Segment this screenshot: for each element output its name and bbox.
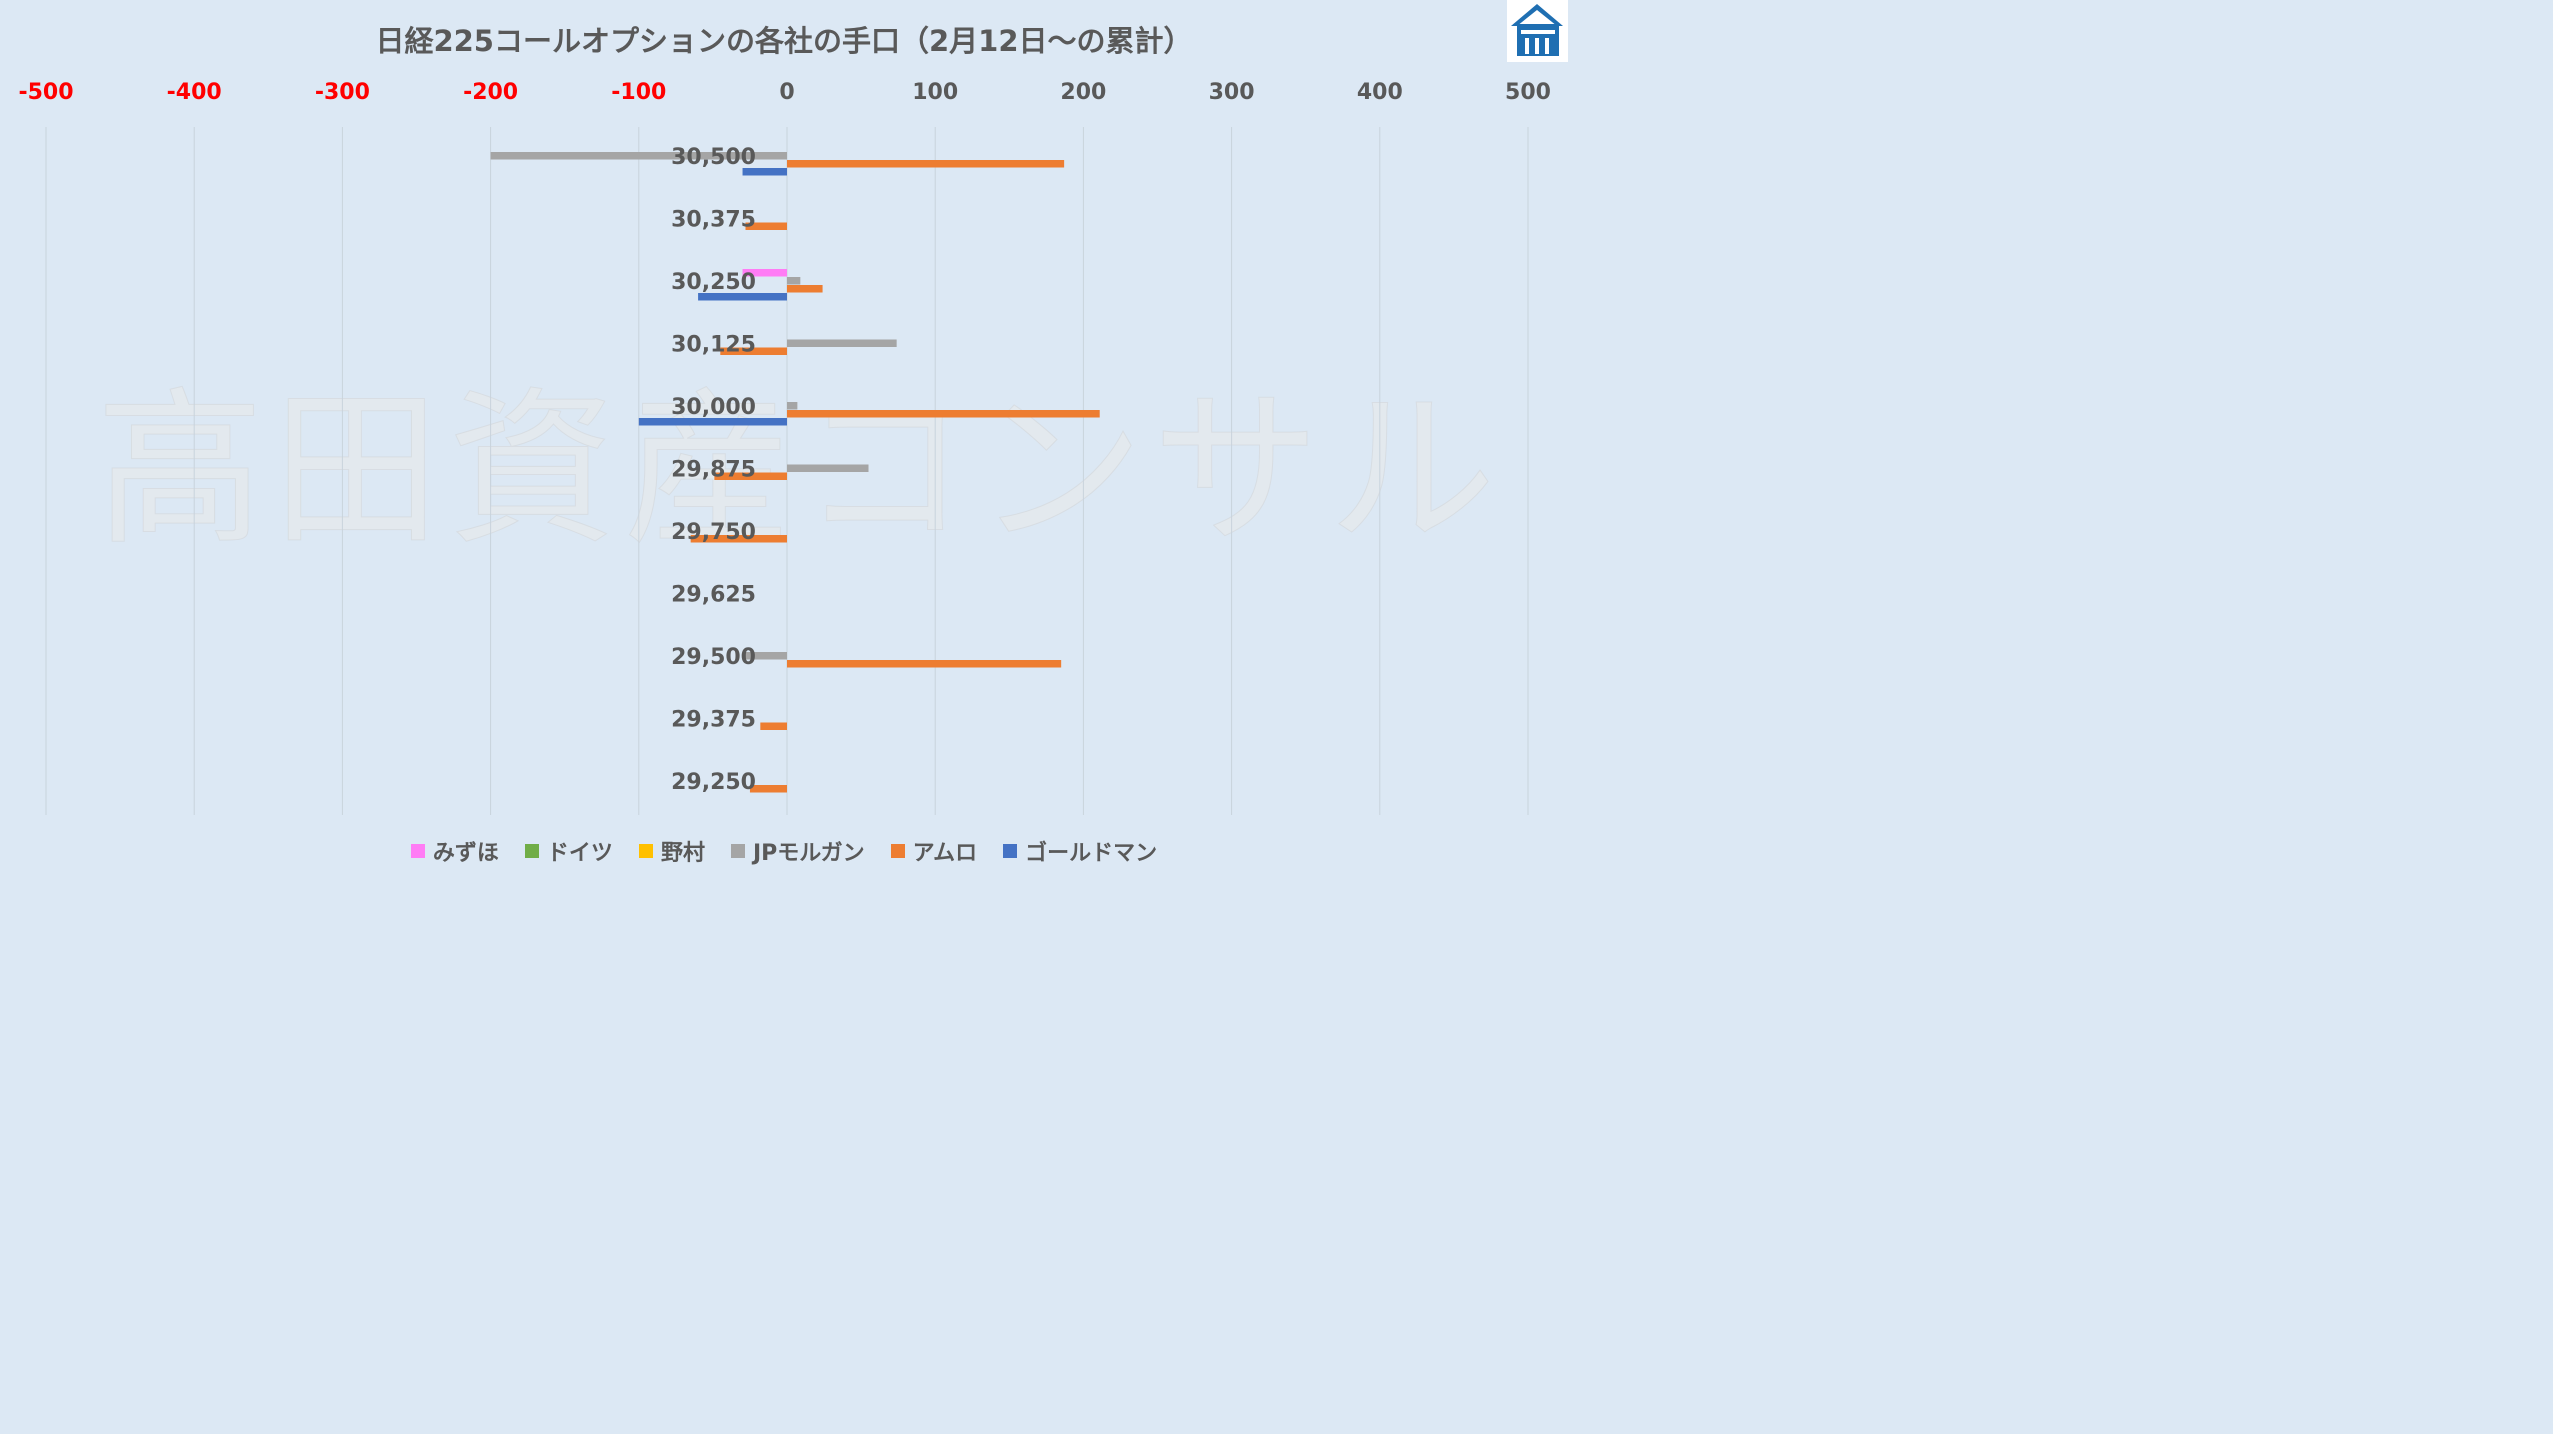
legend-label: みずほ: [432, 841, 499, 866]
bar-4-1: [745, 222, 787, 230]
chart: 日経225コールオプションの各社の手口（2月12日～の累計） 高田資産コンサル …: [0, 0, 1568, 881]
bar-0-2: [742, 269, 787, 277]
legend-swatch: [410, 844, 425, 858]
legend: みずほ ドイツ 野村 JPモルガン アムロ ゴールドマン: [0, 835, 1568, 867]
company-logo: [1507, 0, 1568, 62]
legend-item: アムロ: [890, 835, 978, 867]
chart-title: 日経225コールオプションの各社の手口（2月12日～の累計）: [375, 24, 1193, 58]
bar-3-5: [787, 464, 869, 472]
bar-4-4: [787, 410, 1100, 418]
category-label: 29,875: [671, 458, 756, 483]
category-label: 29,500: [671, 645, 756, 670]
bar-4-0: [787, 160, 1065, 168]
legend-swatch: [524, 844, 539, 858]
legend-item: 野村: [638, 835, 705, 867]
bar-4-10: [749, 785, 787, 793]
category-label: 29,250: [671, 770, 756, 795]
bar-5-4: [638, 418, 787, 426]
legend-label: ゴールドマン: [1025, 841, 1158, 866]
x-tick-label: 0: [779, 80, 794, 105]
bar-4-8: [787, 660, 1062, 668]
category-label: 30,375: [671, 208, 756, 233]
category-label: 30,000: [671, 395, 756, 420]
bar-4-2: [787, 285, 823, 293]
legend-swatch: [890, 844, 905, 858]
legend-swatch: [1003, 844, 1018, 858]
category-label: 29,375: [671, 708, 756, 733]
category-label: 30,250: [671, 270, 756, 295]
bar-4-9: [760, 722, 787, 730]
bar-3-8: [742, 652, 787, 660]
legend-swatch: [638, 844, 653, 858]
legend-item: JPモルガン: [730, 835, 865, 867]
legend-label: アムロ: [912, 841, 978, 866]
bar-5-0: [742, 168, 787, 176]
bar-3-3: [787, 339, 897, 347]
bar-3-2: [787, 277, 801, 285]
legend-label: ドイツ: [546, 841, 613, 866]
x-tick-label: 100: [912, 80, 958, 105]
bar-4-5: [714, 472, 787, 480]
bar-3-0: [490, 152, 787, 160]
x-tick-label: -200: [463, 80, 518, 105]
category-label: 29,625: [671, 583, 756, 608]
legend-item: ゴールドマン: [1003, 835, 1157, 867]
bar-4-6: [690, 535, 787, 543]
category-label: 29,750: [671, 520, 756, 545]
legend-label: JPモルガン: [752, 841, 865, 866]
bar-3-4: [787, 402, 798, 410]
legend-item: みずほ: [410, 835, 499, 867]
x-tick-label: 200: [1060, 80, 1106, 105]
legend-label: 野村: [660, 841, 705, 866]
x-tick-label: 500: [1505, 80, 1551, 105]
legend-swatch: [730, 844, 745, 858]
category-label: 30,500: [671, 145, 756, 170]
x-tick-label: -500: [18, 80, 73, 105]
x-tick-label: 400: [1357, 80, 1403, 105]
x-tick-label: 300: [1209, 80, 1255, 105]
bar-5-2: [698, 293, 787, 301]
x-tick-label: -400: [167, 80, 222, 105]
x-tick-label: -300: [315, 80, 370, 105]
legend-item: ドイツ: [524, 835, 613, 867]
bar-4-3: [720, 347, 787, 355]
category-label: 30,125: [671, 333, 756, 358]
plot-area: 高田資産コンサル -500 -400 -300 -200 -100 0 100 200 300 4…: [18, 80, 1551, 815]
x-tick-label: -100: [611, 80, 666, 105]
